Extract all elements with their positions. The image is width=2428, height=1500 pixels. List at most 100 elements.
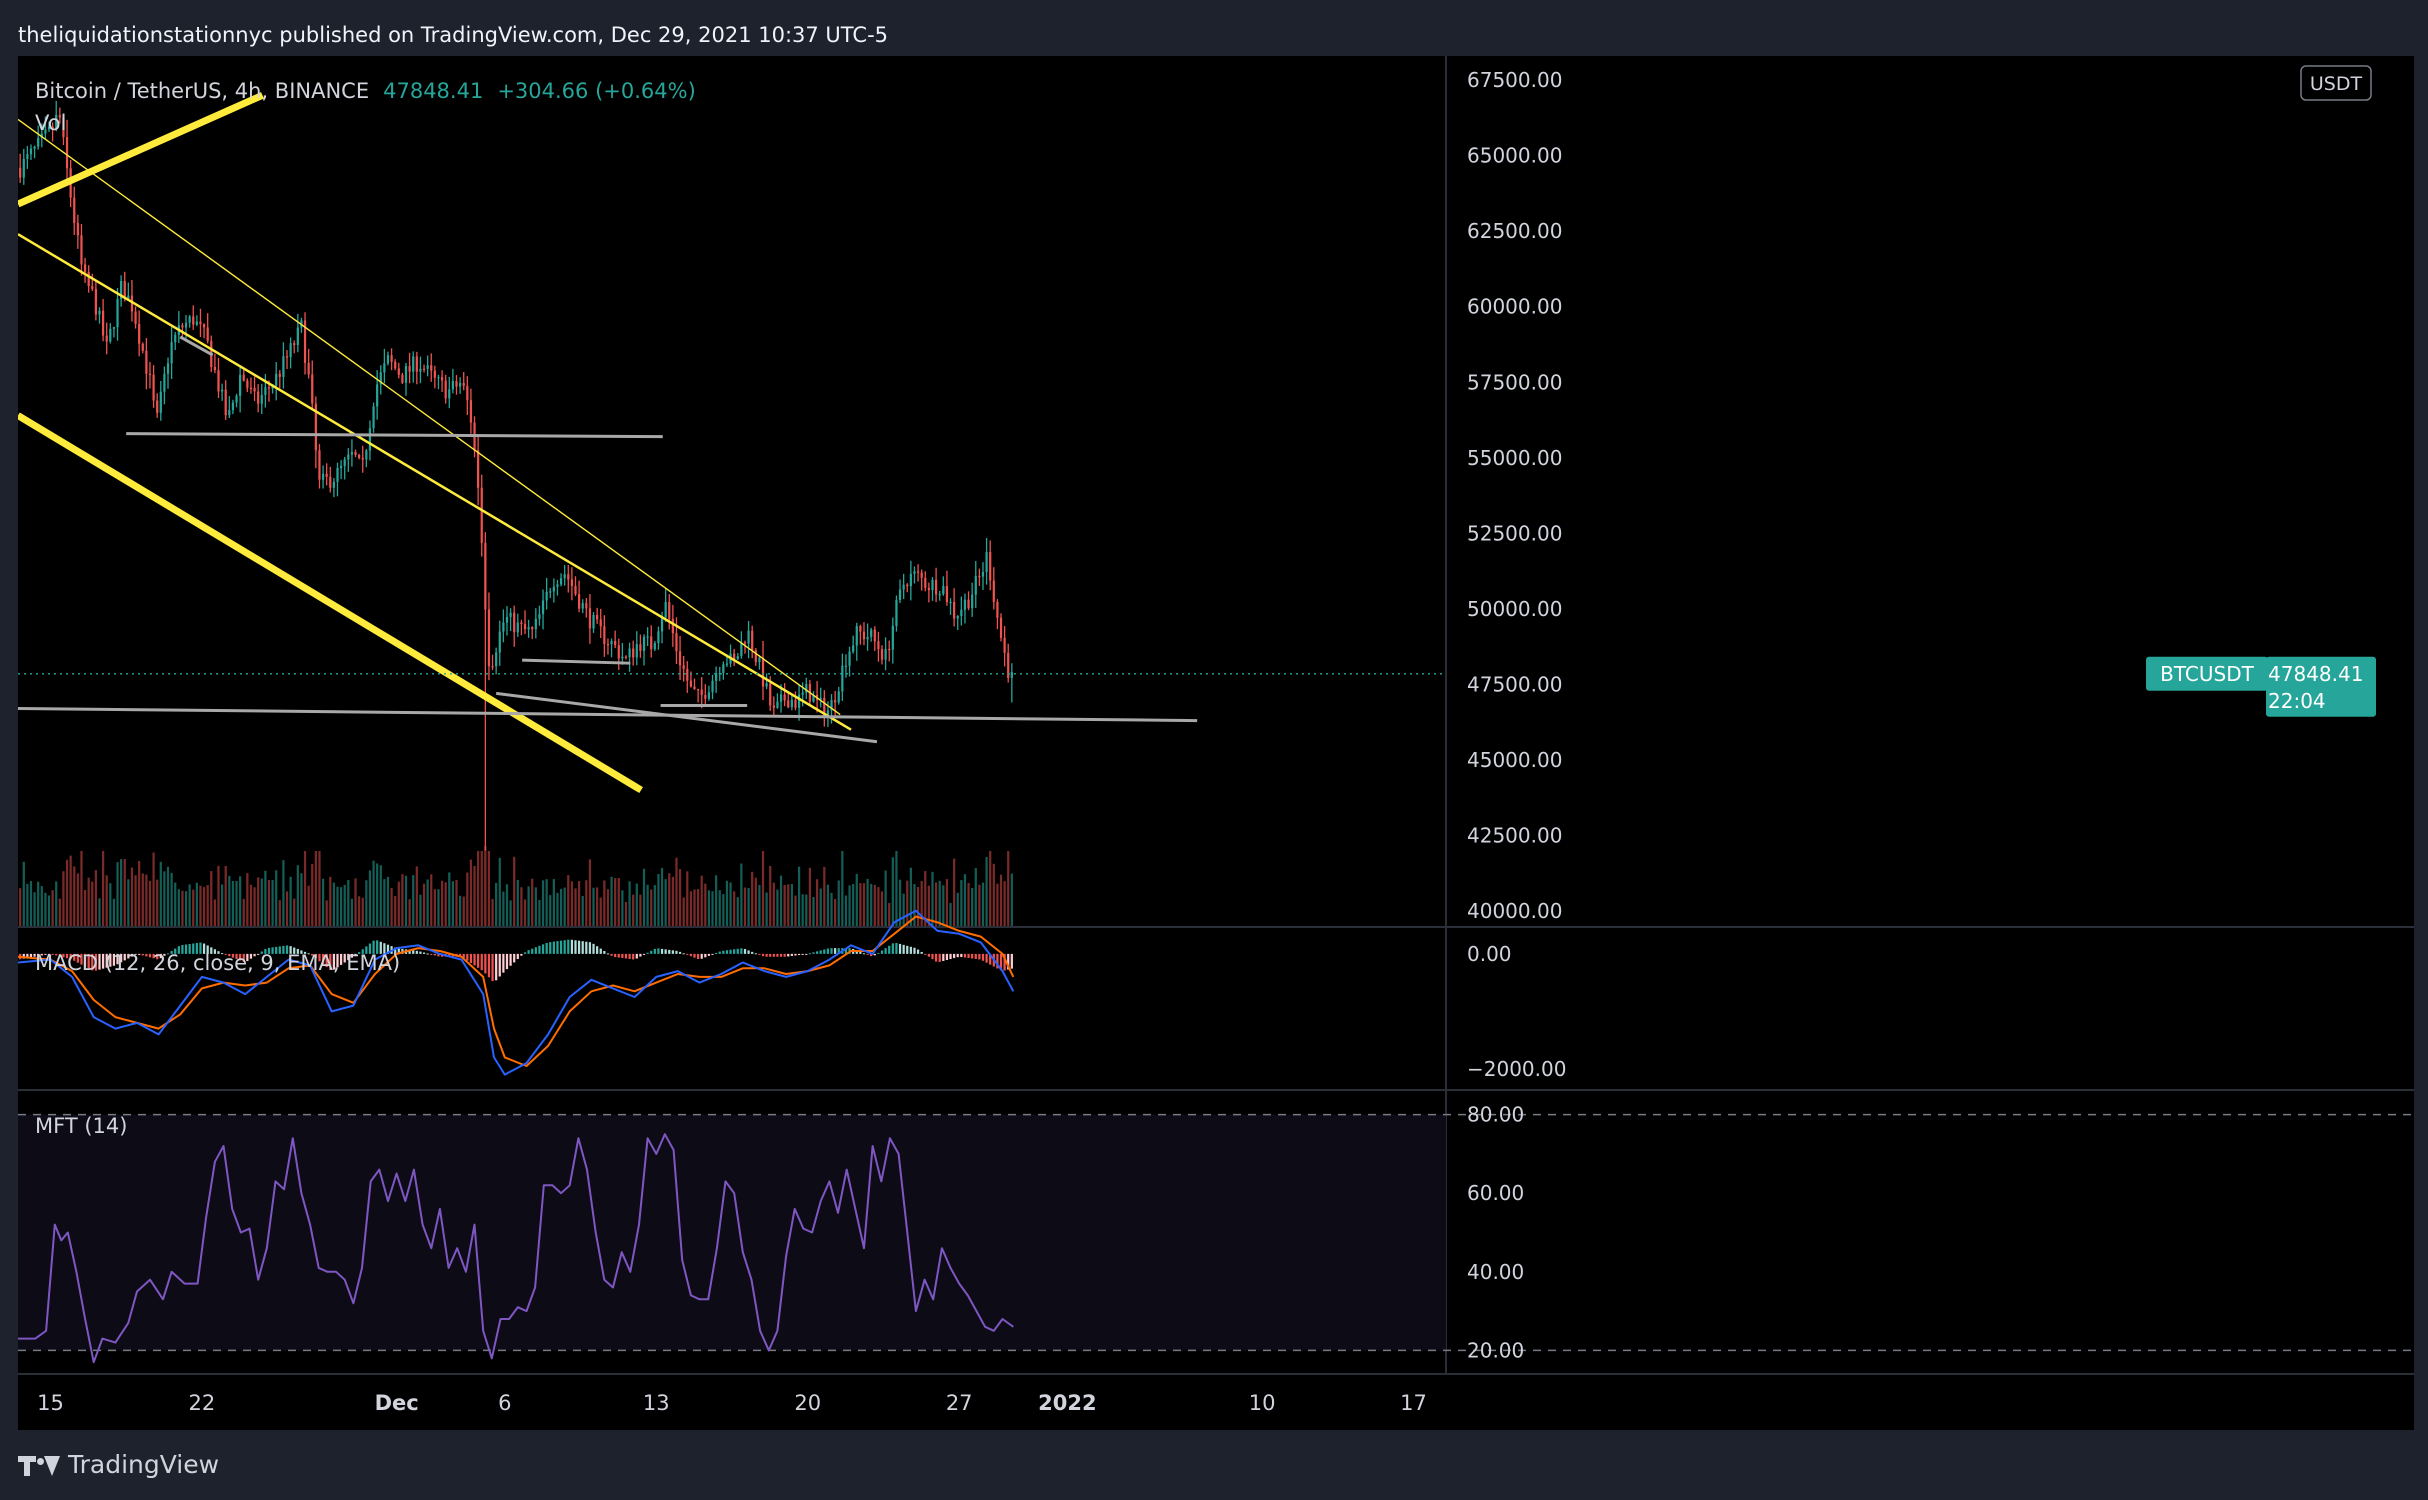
candle-body xyxy=(267,387,271,389)
candle-body xyxy=(145,350,148,374)
macd-histogram-bar xyxy=(473,953,476,966)
volume-bar xyxy=(181,890,184,926)
chart-svg[interactable]: 40000.00 42500.00 45000.00 47500.00 50000.00… xyxy=(18,56,2414,1430)
macd-histogram-bar xyxy=(671,950,674,954)
volume-bar xyxy=(47,895,51,926)
price-tick-label: 55000.00 xyxy=(1467,446,1562,470)
chart-area[interactable]: 40000.00 42500.00 45000.00 47500.00 50000.00… xyxy=(18,56,2414,1430)
macd-histogram-bar xyxy=(181,944,184,954)
candle-body xyxy=(985,552,988,573)
candle-body xyxy=(898,589,902,600)
volume-bar xyxy=(599,897,602,926)
candle-body xyxy=(545,591,548,601)
candle-body xyxy=(577,594,581,609)
macd-histogram-bar xyxy=(567,939,570,954)
candle-body xyxy=(678,651,682,666)
candle-body xyxy=(581,603,584,609)
macd-histogram-bar xyxy=(747,950,750,954)
candle-body xyxy=(480,487,483,543)
candle-body xyxy=(715,673,718,681)
candle-body xyxy=(639,644,642,651)
macd-histogram-bar xyxy=(891,943,894,954)
candle-body xyxy=(80,235,83,265)
volume-bar xyxy=(949,902,952,926)
candle-body xyxy=(98,310,101,315)
volume-bar xyxy=(581,895,584,926)
macd-histogram-bar xyxy=(642,953,646,955)
macd-histogram-bar xyxy=(325,953,328,968)
macd-histogram-bar xyxy=(321,953,325,965)
macd-histogram-bar xyxy=(76,953,79,963)
volume-bar xyxy=(376,863,379,926)
volume-bar xyxy=(120,859,123,926)
volume-bar xyxy=(285,891,289,926)
candle-body xyxy=(978,575,981,578)
volume-bar xyxy=(808,867,812,926)
volume-bar xyxy=(372,860,375,926)
candle-body xyxy=(163,373,166,392)
volume-bar xyxy=(145,874,148,926)
macd-histogram-bar xyxy=(859,951,862,954)
macd-histogram-bar xyxy=(217,951,220,954)
volume-bar xyxy=(740,863,743,926)
volume-bar xyxy=(141,873,144,926)
candle-body xyxy=(549,591,552,593)
volume-bar xyxy=(314,851,317,926)
volume-bar xyxy=(888,903,891,926)
candle-body xyxy=(563,574,566,579)
volume-bar xyxy=(300,873,303,926)
candle-body xyxy=(953,601,956,619)
currency-label[interactable]: USDT xyxy=(2310,73,2363,95)
candle-body xyxy=(199,321,202,325)
volume-bar xyxy=(415,866,418,926)
macd-histogram-bar xyxy=(779,953,783,957)
volume-bar xyxy=(260,878,263,926)
macd-histogram-bar xyxy=(725,950,729,954)
candle-body xyxy=(765,683,768,687)
time-tick-label: 17 xyxy=(1400,1391,1427,1415)
volume-bar xyxy=(267,879,271,926)
macd-histogram-bar xyxy=(516,953,519,960)
candle-body xyxy=(505,616,509,623)
candle-body xyxy=(650,636,653,650)
macd-histogram-bar xyxy=(484,953,487,974)
candle-body xyxy=(87,272,90,287)
candle-body xyxy=(913,571,916,574)
macd-histogram-bar xyxy=(412,950,415,954)
volume-bar xyxy=(704,883,707,926)
candle-body xyxy=(347,454,350,460)
candle-body xyxy=(686,668,689,681)
candle-body xyxy=(689,680,693,687)
volume-bar xyxy=(642,868,646,926)
macd-histogram-bar xyxy=(415,950,418,954)
volume-bar xyxy=(563,887,566,926)
candle-body xyxy=(350,452,354,455)
macd-histogram-bar xyxy=(91,953,94,971)
macd-histogram-bar xyxy=(275,946,278,954)
candle-body xyxy=(891,625,894,650)
volume-bar xyxy=(202,887,206,926)
published-header: theliquidationstationnyc published on Tr… xyxy=(18,23,889,47)
macd-histogram-bar xyxy=(195,943,198,954)
candle-body xyxy=(282,356,285,377)
macd-histogram-bar xyxy=(166,953,170,955)
candle-body xyxy=(401,374,404,383)
candle-body xyxy=(44,129,47,134)
volume-bar xyxy=(725,880,729,926)
macd-tick-label: −2000.00 xyxy=(1467,1057,1566,1081)
candle-body xyxy=(920,572,923,578)
mft-tick-label: 60.00 xyxy=(1467,1181,1524,1205)
macd-histogram-bar xyxy=(282,945,285,954)
macd-histogram-bar xyxy=(130,953,134,957)
volume-bar xyxy=(1010,873,1013,926)
candle-body xyxy=(722,664,725,673)
macd-histogram-bar xyxy=(570,939,574,954)
volume-bar xyxy=(960,880,963,926)
macd-histogram-bar xyxy=(466,953,469,961)
candle-body xyxy=(148,373,152,375)
macd-histogram-bar xyxy=(945,953,949,961)
candle-body xyxy=(761,657,765,687)
currency-button[interactable] xyxy=(2300,65,2372,101)
volume-bar xyxy=(138,861,141,926)
volume-bar xyxy=(981,882,985,926)
